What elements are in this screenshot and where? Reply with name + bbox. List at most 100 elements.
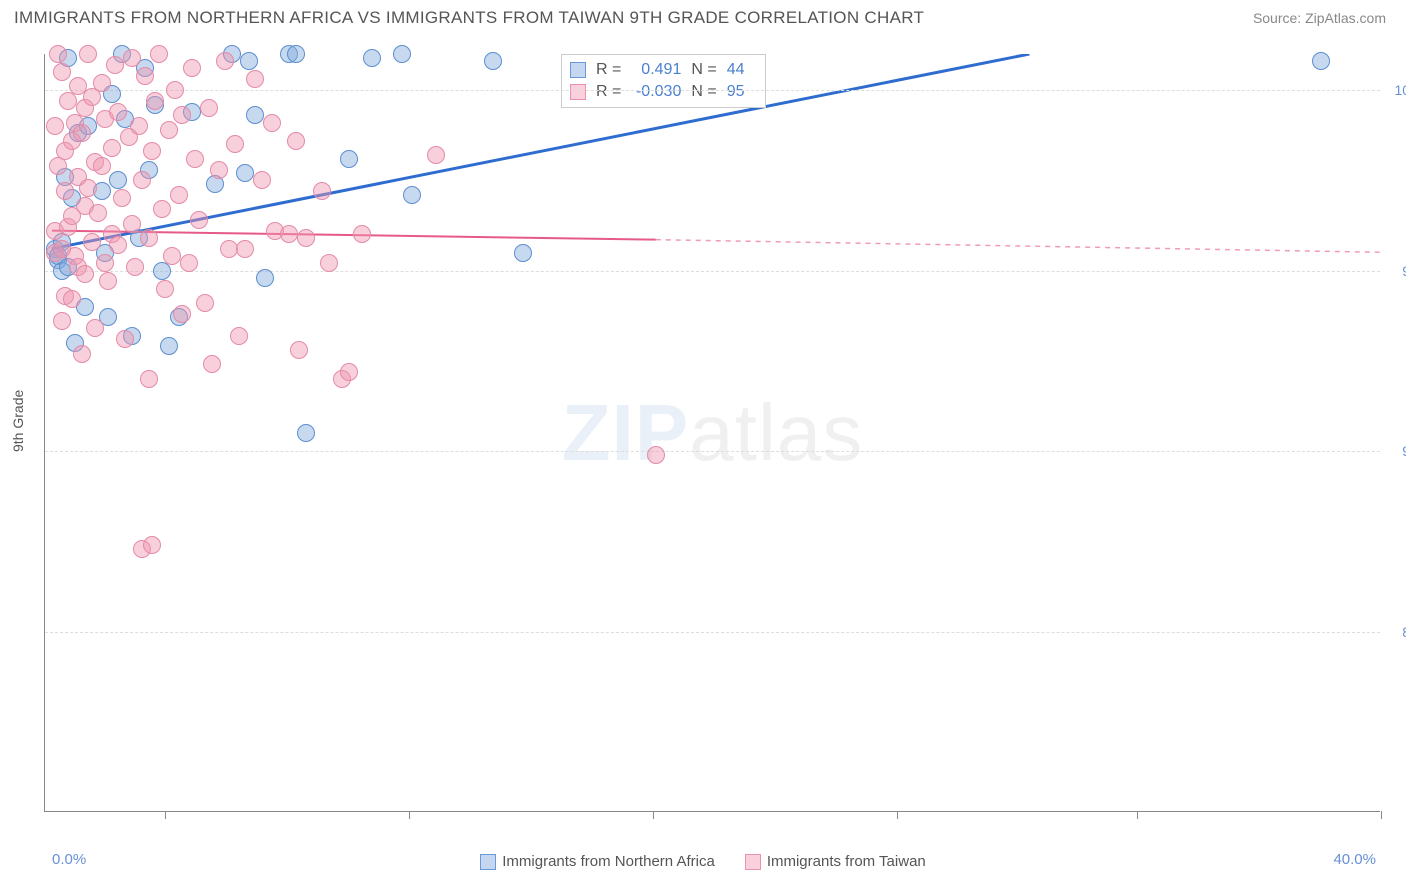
scatter-point-taiwan bbox=[297, 229, 315, 247]
header-bar: IMMIGRANTS FROM NORTHERN AFRICA VS IMMIG… bbox=[0, 0, 1406, 32]
scatter-point-northern_africa bbox=[256, 269, 274, 287]
scatter-point-taiwan bbox=[113, 189, 131, 207]
chart-container: 9th Grade ZIPatlas R =0.491N =44R =-0.03… bbox=[0, 32, 1406, 872]
scatter-point-northern_africa bbox=[160, 337, 178, 355]
scatter-point-taiwan bbox=[63, 290, 81, 308]
scatter-point-taiwan bbox=[200, 99, 218, 117]
legend-swatch-icon bbox=[570, 84, 586, 100]
scatter-point-taiwan bbox=[99, 272, 117, 290]
scatter-point-taiwan bbox=[126, 258, 144, 276]
scatter-point-taiwan bbox=[73, 345, 91, 363]
scatter-point-taiwan bbox=[123, 215, 141, 233]
scatter-point-taiwan bbox=[253, 171, 271, 189]
legend-swatch-icon bbox=[745, 854, 761, 870]
legend-swatch-icon bbox=[480, 854, 496, 870]
scatter-point-taiwan bbox=[96, 254, 114, 272]
legend-label: Immigrants from Taiwan bbox=[767, 853, 926, 870]
scatter-point-taiwan bbox=[320, 254, 338, 272]
scatter-point-taiwan bbox=[136, 67, 154, 85]
scatter-point-taiwan bbox=[79, 45, 97, 63]
source-label: Source: ZipAtlas.com bbox=[1253, 10, 1386, 26]
chart-title: IMMIGRANTS FROM NORTHERN AFRICA VS IMMIG… bbox=[14, 8, 924, 28]
stats-box: R =0.491N =44R =-0.030N =95 bbox=[561, 54, 766, 108]
scatter-point-taiwan bbox=[109, 236, 127, 254]
scatter-point-northern_africa bbox=[109, 171, 127, 189]
scatter-point-taiwan bbox=[246, 70, 264, 88]
x-tick bbox=[409, 811, 410, 819]
scatter-point-taiwan bbox=[130, 117, 148, 135]
y-tick-label: 100.0% bbox=[1395, 82, 1406, 98]
scatter-point-taiwan bbox=[427, 146, 445, 164]
watermark: ZIPatlas bbox=[562, 387, 863, 479]
scatter-point-taiwan bbox=[106, 56, 124, 74]
scatter-point-taiwan bbox=[156, 280, 174, 298]
scatter-point-northern_africa bbox=[340, 150, 358, 168]
legend-item: Immigrants from Taiwan bbox=[745, 853, 926, 870]
scatter-point-taiwan bbox=[83, 233, 101, 251]
stats-row: R =0.491N =44 bbox=[570, 59, 755, 81]
scatter-point-northern_africa bbox=[240, 52, 258, 70]
y-tick-label: 95.0% bbox=[1402, 263, 1406, 279]
scatter-point-northern_africa bbox=[363, 49, 381, 67]
scatter-point-taiwan bbox=[230, 327, 248, 345]
scatter-point-taiwan bbox=[166, 81, 184, 99]
scatter-point-taiwan bbox=[190, 211, 208, 229]
scatter-point-taiwan bbox=[183, 59, 201, 77]
scatter-point-taiwan bbox=[86, 319, 104, 337]
scatter-point-taiwan bbox=[163, 247, 181, 265]
scatter-point-taiwan bbox=[93, 157, 111, 175]
scatter-point-taiwan bbox=[123, 49, 141, 67]
scatter-point-taiwan bbox=[146, 92, 164, 110]
legend-item: Immigrants from Northern Africa bbox=[480, 853, 715, 870]
scatter-point-taiwan bbox=[203, 355, 221, 373]
x-tick bbox=[653, 811, 654, 819]
y-gridline bbox=[45, 90, 1380, 91]
y-gridline bbox=[45, 271, 1380, 272]
scatter-point-taiwan bbox=[216, 52, 234, 70]
scatter-point-taiwan bbox=[73, 124, 91, 142]
y-tick-label: 85.0% bbox=[1402, 624, 1406, 640]
scatter-point-taiwan bbox=[103, 139, 121, 157]
scatter-point-taiwan bbox=[210, 161, 228, 179]
scatter-point-taiwan bbox=[140, 370, 158, 388]
scatter-point-taiwan bbox=[313, 182, 331, 200]
scatter-point-taiwan bbox=[150, 45, 168, 63]
x-tick bbox=[1137, 811, 1138, 819]
scatter-point-taiwan bbox=[93, 74, 111, 92]
scatter-point-northern_africa bbox=[297, 424, 315, 442]
scatter-point-taiwan bbox=[133, 171, 151, 189]
y-gridline bbox=[45, 632, 1380, 633]
scatter-point-taiwan bbox=[143, 142, 161, 160]
y-axis-title: 9th Grade bbox=[10, 390, 26, 452]
scatter-point-taiwan bbox=[173, 305, 191, 323]
scatter-point-taiwan bbox=[153, 200, 171, 218]
scatter-point-northern_africa bbox=[287, 45, 305, 63]
x-tick bbox=[897, 811, 898, 819]
scatter-point-taiwan bbox=[160, 121, 178, 139]
scatter-point-taiwan bbox=[116, 330, 134, 348]
scatter-point-taiwan bbox=[170, 186, 188, 204]
scatter-point-taiwan bbox=[647, 446, 665, 464]
x-tick bbox=[165, 811, 166, 819]
scatter-point-taiwan bbox=[79, 179, 97, 197]
scatter-point-taiwan bbox=[236, 240, 254, 258]
x-tick bbox=[1381, 811, 1382, 819]
legend-swatch-icon bbox=[570, 62, 586, 78]
scatter-point-taiwan bbox=[49, 45, 67, 63]
scatter-point-northern_africa bbox=[403, 186, 421, 204]
scatter-point-taiwan bbox=[280, 225, 298, 243]
scatter-point-taiwan bbox=[287, 132, 305, 150]
scatter-point-taiwan bbox=[173, 106, 191, 124]
scatter-point-taiwan bbox=[109, 103, 127, 121]
scatter-point-taiwan bbox=[340, 363, 358, 381]
scatter-point-taiwan bbox=[76, 265, 94, 283]
y-tick-label: 90.0% bbox=[1402, 443, 1406, 459]
scatter-point-taiwan bbox=[196, 294, 214, 312]
scatter-point-taiwan bbox=[186, 150, 204, 168]
scatter-point-taiwan bbox=[290, 341, 308, 359]
scatter-point-taiwan bbox=[53, 312, 71, 330]
scatter-point-northern_africa bbox=[393, 45, 411, 63]
scatter-point-northern_africa bbox=[484, 52, 502, 70]
scatter-point-northern_africa bbox=[514, 244, 532, 262]
y-gridline bbox=[45, 451, 1380, 452]
